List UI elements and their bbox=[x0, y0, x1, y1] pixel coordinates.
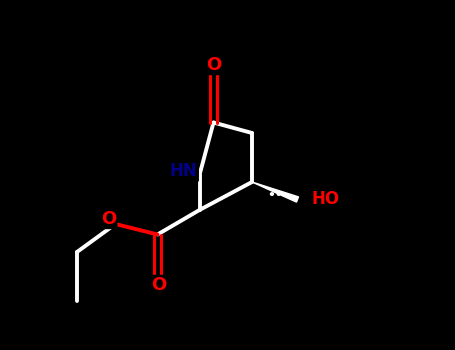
Text: ••: •• bbox=[268, 189, 283, 203]
Polygon shape bbox=[252, 182, 298, 202]
Text: O: O bbox=[152, 276, 167, 294]
Text: HO: HO bbox=[312, 190, 339, 209]
Text: O: O bbox=[206, 56, 221, 74]
Text: O: O bbox=[101, 210, 116, 228]
Text: HN: HN bbox=[170, 162, 197, 181]
